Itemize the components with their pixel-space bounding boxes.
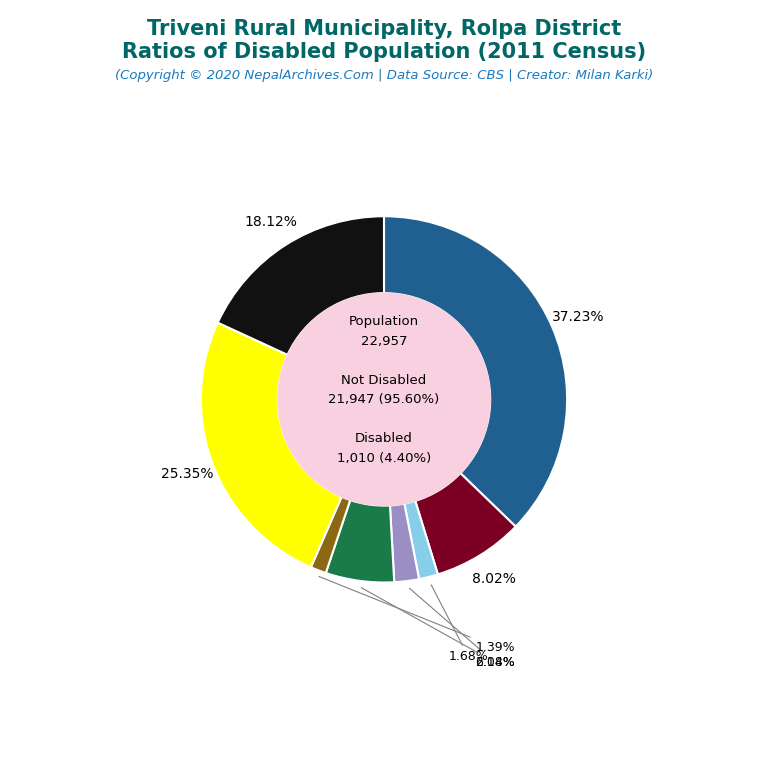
Text: 37.23%: 37.23% <box>551 310 604 324</box>
Wedge shape <box>217 217 384 355</box>
Wedge shape <box>405 501 438 579</box>
Text: 18.12%: 18.12% <box>244 215 297 229</box>
Wedge shape <box>390 504 419 582</box>
Wedge shape <box>326 500 394 582</box>
Circle shape <box>278 293 490 505</box>
Wedge shape <box>415 473 515 574</box>
Text: 1.68%: 1.68% <box>431 584 488 664</box>
Text: Population
22,957

Not Disabled
21,947 (95.60%)

Disabled
1,010 (4.40%): Population 22,957 Not Disabled 21,947 (9… <box>329 316 439 465</box>
Text: (Copyright © 2020 NepalArchives.Com | Data Source: CBS | Creator: Milan Karki): (Copyright © 2020 NepalArchives.Com | Da… <box>115 69 653 82</box>
Text: Triveni Rural Municipality, Rolpa District: Triveni Rural Municipality, Rolpa Distri… <box>147 19 621 39</box>
Wedge shape <box>311 497 350 573</box>
Wedge shape <box>201 323 342 568</box>
Text: Ratios of Disabled Population (2011 Census): Ratios of Disabled Population (2011 Cens… <box>122 42 646 62</box>
Text: 6.04%: 6.04% <box>361 588 515 669</box>
Text: 1.39%: 1.39% <box>319 577 515 654</box>
Text: 25.35%: 25.35% <box>161 467 214 482</box>
Text: 8.02%: 8.02% <box>472 572 516 586</box>
Wedge shape <box>384 217 567 527</box>
Text: 2.18%: 2.18% <box>409 588 515 670</box>
